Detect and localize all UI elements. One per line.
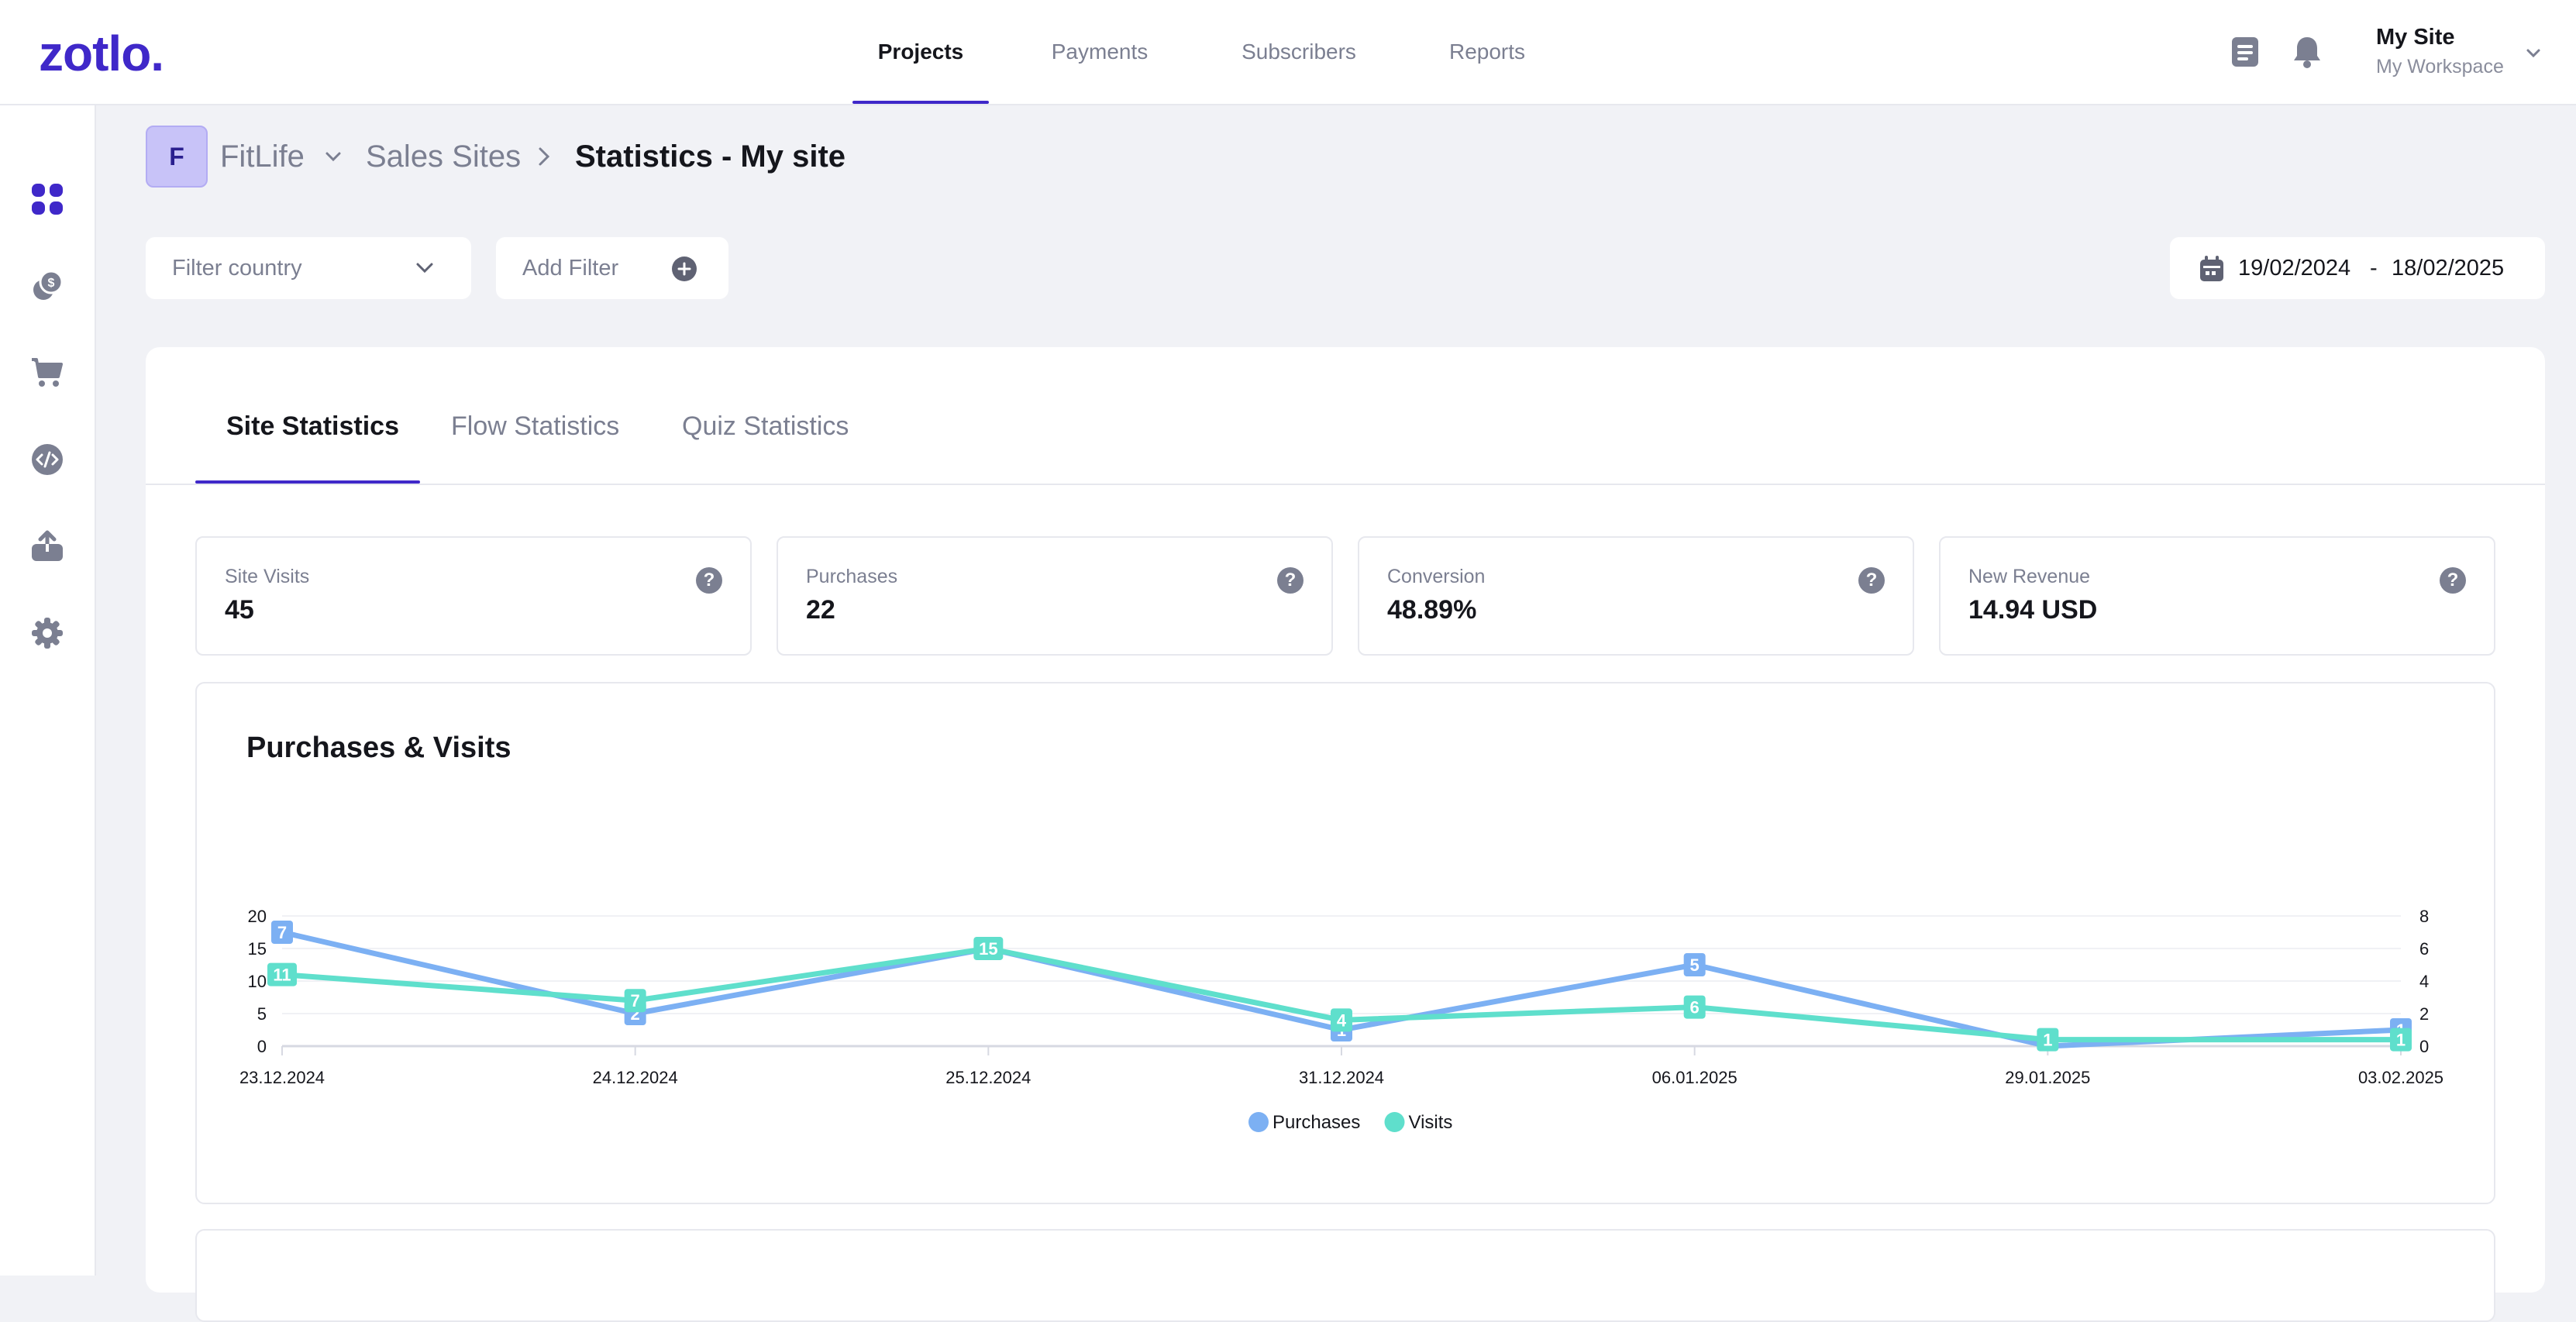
- project-avatar[interactable]: F: [146, 126, 208, 188]
- tab-flow-statistics[interactable]: Flow Statistics: [451, 411, 620, 441]
- tab-quiz-statistics[interactable]: Quiz Statistics: [682, 411, 849, 441]
- secondary-card: [195, 1229, 2495, 1322]
- tab-active-indicator: [195, 480, 420, 484]
- help-icon[interactable]: ?: [1858, 567, 1885, 594]
- date-to: 18/02/2025: [2392, 256, 2505, 281]
- nav-active-indicator: [852, 101, 989, 104]
- nav-payments[interactable]: Payments: [1051, 40, 1149, 64]
- stat-value: 48.89%: [1387, 595, 1477, 625]
- breadcrumb-section[interactable]: Sales Sites: [366, 139, 522, 174]
- tab-divider: [146, 484, 2545, 485]
- add-filter-label: Add Filter: [522, 256, 619, 281]
- svg-text:$: $: [48, 277, 55, 290]
- nav-reports[interactable]: Reports: [1448, 40, 1526, 64]
- chevron-down-icon[interactable]: [324, 147, 343, 170]
- stat-card-new-revenue: New Revenue 14.94 USD ?: [1939, 536, 2495, 656]
- cart-icon[interactable]: [29, 355, 65, 391]
- country-filter-select[interactable]: Filter country: [146, 237, 471, 299]
- code-icon[interactable]: [29, 442, 65, 477]
- plus-circle-icon: [671, 256, 697, 286]
- stat-label: Conversion: [1387, 566, 1486, 587]
- sidebar: $: [0, 105, 96, 1276]
- stat-label: Site Visits: [225, 566, 310, 587]
- stat-card-conversion: Conversion 48.89% ?: [1358, 536, 1914, 656]
- chart-title: Purchases & Visits: [246, 732, 511, 764]
- chevron-down-icon: [414, 259, 436, 281]
- date-from: 19/02/2024: [2238, 256, 2351, 281]
- country-filter-placeholder: Filter country: [172, 256, 302, 281]
- chart-card: [195, 682, 2495, 1204]
- calendar-icon: [2199, 256, 2224, 286]
- gear-icon[interactable]: [29, 615, 65, 651]
- zotlo-logo[interactable]: zotlo.: [39, 26, 164, 81]
- stat-value: 22: [806, 595, 835, 625]
- page-title: Statistics - My site: [575, 139, 846, 174]
- stat-card-site-visits: Site Visits 45 ?: [195, 536, 752, 656]
- date-range-picker[interactable]: 19/02/2024 - 18/02/2025: [2170, 237, 2545, 299]
- chevron-down-icon[interactable]: [2516, 36, 2551, 71]
- tab-site-statistics[interactable]: Site Statistics: [226, 411, 399, 441]
- help-icon[interactable]: ?: [1277, 567, 1303, 594]
- upload-icon[interactable]: [29, 528, 65, 564]
- top-bar: zotlo. Projects Payments Subscribers Rep…: [0, 0, 2576, 105]
- help-icon[interactable]: ?: [2440, 567, 2466, 594]
- add-filter-button[interactable]: Add Filter: [496, 237, 728, 299]
- user-site-name[interactable]: My Site: [2376, 25, 2455, 50]
- nav-subscribers[interactable]: Subscribers: [1242, 40, 1356, 64]
- stat-card-purchases: Purchases 22 ?: [777, 536, 1333, 656]
- stat-value: 14.94 USD: [1968, 595, 2098, 625]
- stat-label: New Revenue: [1968, 566, 2091, 587]
- help-icon[interactable]: ?: [696, 567, 722, 594]
- stat-label: Purchases: [806, 566, 898, 587]
- chevron-right-icon: [535, 146, 553, 171]
- user-workspace[interactable]: My Workspace: [2376, 56, 2504, 77]
- breadcrumb-project[interactable]: FitLife: [220, 139, 305, 174]
- bell-icon[interactable]: [2289, 34, 2325, 70]
- coins-icon[interactable]: $: [29, 268, 65, 304]
- dashboard-icon[interactable]: [29, 181, 65, 217]
- date-separator: -: [2370, 256, 2378, 281]
- docs-icon[interactable]: [2227, 34, 2263, 70]
- stat-value: 45: [225, 595, 254, 625]
- nav-projects[interactable]: Projects: [877, 40, 964, 64]
